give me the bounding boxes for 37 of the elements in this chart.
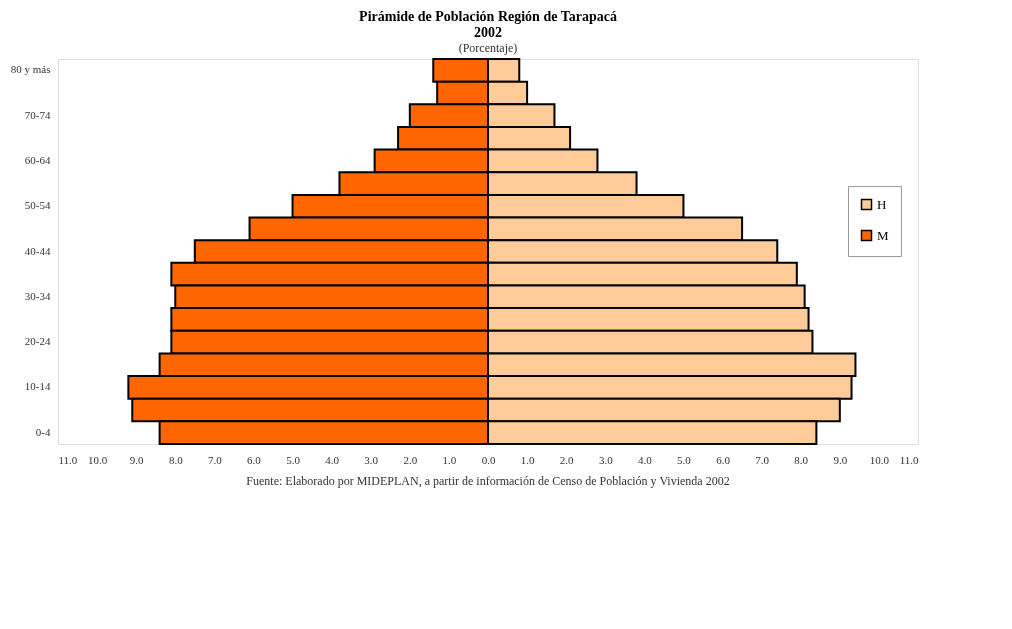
x-tick-label: 3.0 xyxy=(598,453,614,466)
x-tick-label: 9.0 xyxy=(129,453,145,466)
x-tick-label: 6.0 xyxy=(247,453,262,466)
x-tick-label: 11.0 xyxy=(58,453,78,466)
x-tick-label: 3.0 xyxy=(364,453,379,466)
x-tick-label: 11.0 xyxy=(899,453,919,466)
y-tick-label: 40-44 xyxy=(24,244,51,257)
x-tick-label: 5.0 xyxy=(677,453,692,466)
source-note: Fuente: Elaborado por MIDEPLAN, a partir de información de Censo de Población y Vivienda 2002 xyxy=(246,474,730,488)
y-tick-label: 10-14 xyxy=(24,380,51,393)
y-tick-label: 50-54 xyxy=(24,199,51,212)
x-tick-label: 7.0 xyxy=(755,453,770,466)
y-tick-label: 30-34 xyxy=(24,289,51,302)
chart-subtitle: (Porcentaje) xyxy=(458,41,518,55)
x-tick-label: 1.0 xyxy=(442,453,457,466)
x-tick-label: 4.0 xyxy=(637,453,653,466)
y-tick-label: 0-4 xyxy=(35,425,51,438)
y-tick-label: 70-74 xyxy=(24,108,51,121)
x-tick-label: 4.0 xyxy=(325,453,340,466)
x-tick-label: 8.0 xyxy=(794,453,809,466)
x-tick-label: 2.0 xyxy=(559,453,575,466)
x-tick-label: 10.0 xyxy=(869,453,890,466)
x-tick-label: 8.0 xyxy=(168,453,184,466)
y-tick-label: 60-64 xyxy=(24,153,51,166)
y-tick-label: 80 y más xyxy=(10,63,51,76)
x-tick-label: 2.0 xyxy=(403,453,418,466)
x-tick-label: 10.0 xyxy=(87,453,108,466)
chart-title: Pirámide de Población Región de Tarapacá 2002 xyxy=(359,9,617,40)
y-tick-label: 20-24 xyxy=(24,335,51,348)
x-tick-label: 7.0 xyxy=(207,453,223,466)
legend-label: M xyxy=(877,227,889,243)
x-tick-label: 6.0 xyxy=(716,453,731,466)
x-tick-label: 1.0 xyxy=(520,453,535,466)
legend-label: H xyxy=(877,196,887,212)
x-tick-label: 9.0 xyxy=(833,453,848,466)
x-tick-label: 5.0 xyxy=(286,453,301,466)
x-tick-label: 0.0 xyxy=(481,453,496,466)
